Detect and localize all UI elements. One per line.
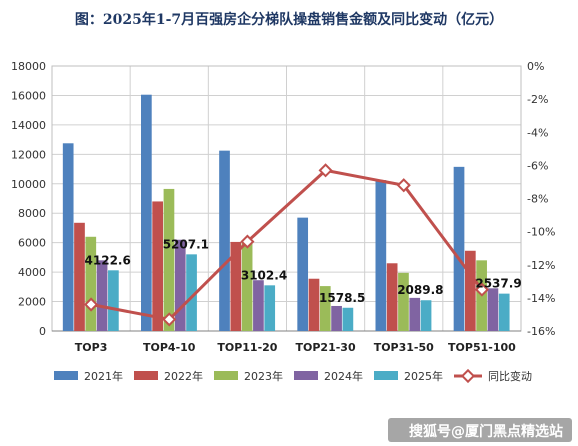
bar: [498, 293, 510, 331]
y-right-tick-label: 0%: [527, 60, 544, 73]
watermark-text: 搜狐号@厦门黑点精选站: [409, 423, 563, 440]
y-left-tick-label: 18000: [11, 60, 46, 73]
bar: [342, 307, 354, 331]
yoy-point: [318, 163, 333, 178]
bar: [297, 217, 309, 331]
legend-swatch: [54, 371, 78, 380]
x-category-label: TOP31-50: [374, 341, 434, 354]
bar: [375, 180, 387, 331]
bar: [409, 297, 421, 331]
bar: [174, 239, 186, 331]
yoy-line-path: [90, 168, 484, 322]
data-label: 2537.9: [475, 277, 521, 291]
yoy-point: [240, 234, 255, 249]
yoy-point: [396, 178, 411, 193]
bar: [453, 166, 465, 331]
y-left-tick-label: 16000: [11, 89, 46, 102]
data-label: 5207.1: [163, 237, 209, 251]
legend-label: 2024年: [324, 369, 363, 383]
x-category-label: TOP4-10: [143, 341, 196, 354]
legend-label: 2025年: [404, 369, 443, 383]
data-label: 2089.8: [397, 283, 443, 297]
bars: [62, 94, 510, 331]
bar: [163, 188, 175, 331]
bar: [308, 278, 320, 331]
y-left-tick-label: 8000: [18, 207, 46, 220]
watermark: 搜狐号@厦门黑点精选站: [388, 418, 572, 442]
y-right-tick-label: -16%: [527, 325, 555, 338]
y-right-tick-label: -10%: [527, 226, 555, 239]
y-right-tick-label: -14%: [527, 292, 555, 305]
bar: [74, 222, 85, 331]
bar: [253, 280, 264, 331]
legend-swatch: [294, 371, 318, 380]
x-category-label: TOP51-100: [448, 341, 516, 354]
x-category-label: TOP21-30: [296, 341, 356, 354]
bar: [219, 150, 230, 331]
x-category-label: TOP11-20: [217, 341, 277, 354]
bar: [62, 143, 74, 331]
yoy-point: [162, 312, 177, 327]
watermark-backdrop: [388, 418, 572, 442]
y-right-tick-label: -8%: [527, 193, 548, 206]
bar: [141, 94, 152, 331]
bar: [331, 305, 342, 331]
data-labels: 4122.6 5207.1 3102.4 1578.5 2089.8 2537.9: [85, 237, 522, 304]
bar: [230, 241, 242, 331]
y-left-tick-label: 4000: [18, 266, 46, 279]
y-left-tick-label: 10000: [11, 178, 46, 191]
data-label: 1578.5: [319, 291, 365, 305]
y-right-tick-label: -12%: [527, 259, 555, 272]
data-label: 4122.6: [85, 253, 131, 267]
bar: [319, 286, 331, 331]
legend-swatch: [374, 371, 398, 380]
legend-swatch-marker: [460, 368, 476, 384]
legend-swatch: [214, 371, 238, 380]
y-left-tick-label: 6000: [18, 237, 46, 250]
legend-label: 同比变动: [488, 369, 532, 383]
y-left-tick-label: 0: [39, 325, 46, 338]
y-right-tick-label: -4%: [527, 126, 548, 139]
legend-label: 2021年: [84, 369, 123, 383]
bar: [264, 285, 276, 331]
y-left-tick-label: 12000: [11, 148, 46, 161]
bar: [464, 250, 476, 331]
y-left-tick-label: 2000: [18, 296, 46, 309]
chart-title: 图：2025年1-7月百强房企分梯队操盘销售金额及同比变动（亿元）: [75, 11, 503, 28]
y-left-tick-label: 14000: [11, 119, 46, 132]
legend-swatch: [134, 371, 158, 380]
bar: [241, 241, 253, 331]
bar: [487, 288, 499, 331]
bar: [420, 300, 432, 331]
bar: [96, 260, 108, 331]
y-right-tick-label: -2%: [527, 93, 548, 106]
axes: 0 2000 4000 6000 8000 10000 12000 14000 16000 180…: [11, 60, 555, 354]
legend-label: 2023年: [244, 369, 283, 383]
data-label: 3102.4: [241, 268, 287, 282]
bar: [386, 263, 398, 331]
bar: [108, 270, 119, 331]
yoy-line: [84, 163, 489, 327]
y-right-tick-label: -6%: [527, 159, 548, 172]
yoy-point: [474, 282, 489, 297]
bar: [398, 272, 409, 331]
bar: [186, 254, 197, 331]
bar: [85, 236, 97, 331]
yoy-point: [84, 297, 99, 312]
bar: [152, 201, 163, 331]
legend: 2021年 2022年 2023年 2024年 2025年 同比变动: [54, 368, 532, 384]
legend-label: 2022年: [164, 369, 203, 383]
x-category-label: TOP3: [75, 341, 108, 354]
